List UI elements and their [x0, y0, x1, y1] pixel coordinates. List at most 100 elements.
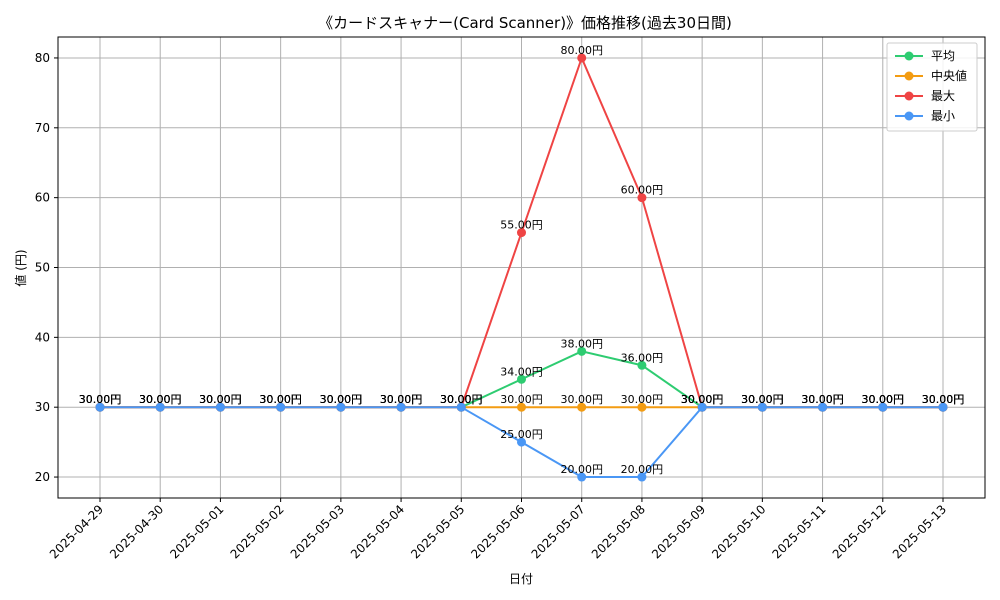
data-label: 30.00円 — [681, 393, 724, 406]
x-axis-ticks: 2025-04-29 2025-04-30 2025-05-01 2025-05-02… — [47, 498, 949, 561]
data-label: 30.00円 — [741, 393, 784, 406]
data-label: 30.00円 — [621, 393, 664, 406]
x-tick-label: 2025-05-10 — [709, 502, 768, 561]
data-point — [276, 402, 286, 412]
data-label: 30.00円 — [79, 393, 122, 406]
data-label: 55.00円 — [500, 219, 543, 232]
data-point — [938, 402, 948, 412]
y-tick-label: 50 — [35, 261, 50, 275]
data-label: 60.00円 — [621, 184, 664, 197]
data-point — [818, 402, 828, 412]
data-label: 30.00円 — [380, 393, 423, 406]
x-tick-label: 2025-05-02 — [228, 502, 287, 561]
y-tick-label: 40 — [35, 330, 50, 344]
data-label: 30.00円 — [199, 393, 242, 406]
legend-label: 平均 — [931, 49, 955, 63]
data-label: 30.00円 — [380, 393, 423, 406]
x-axis-label: 日付 — [509, 572, 533, 586]
data-label: 30.00円 — [259, 393, 302, 406]
data-label: 30.00円 — [199, 393, 242, 406]
data-label: 30.00円 — [139, 393, 182, 406]
data-label: 30.00円 — [380, 393, 423, 406]
x-tick-label: 2025-05-09 — [649, 502, 708, 561]
data-label: 30.00円 — [862, 393, 905, 406]
data-label: 30.00円 — [801, 393, 844, 406]
data-label: 30.00円 — [741, 393, 784, 406]
data-label: 30.00円 — [440, 393, 483, 406]
series-group — [95, 53, 948, 482]
data-point — [456, 402, 466, 412]
data-label: 30.00円 — [741, 393, 784, 406]
data-label: 80.00円 — [560, 44, 603, 57]
data-label: 30.00円 — [320, 393, 363, 406]
data-point — [336, 402, 346, 412]
data-label: 30.00円 — [259, 393, 302, 406]
x-tick-label: 2025-05-06 — [468, 502, 527, 561]
data-point — [517, 374, 526, 384]
x-tick-label: 2025-05-03 — [288, 502, 347, 561]
data-label: 30.00円 — [922, 393, 965, 406]
data-label: 30.00円 — [440, 393, 483, 406]
data-label: 30.00円 — [320, 393, 363, 406]
data-point — [517, 437, 526, 447]
y-tick-label: 60 — [35, 191, 50, 205]
data-point — [396, 402, 406, 412]
data-label: 30.00円 — [862, 393, 905, 406]
y-axis-label: 値 (円) — [13, 249, 28, 286]
data-label: 30.00円 — [139, 393, 182, 406]
x-tick-label: 2025-05-07 — [529, 502, 588, 561]
legend-marker — [904, 51, 914, 61]
y-axis-ticks: 20 30 40 50 60 70 80 — [35, 51, 58, 484]
data-label: 30.00円 — [922, 393, 965, 406]
legend-marker — [904, 91, 914, 101]
data-point — [757, 402, 767, 412]
data-label: 30.00円 — [320, 393, 363, 406]
x-tick-label: 2025-05-01 — [167, 502, 226, 561]
data-label: 30.00円 — [741, 393, 784, 406]
data-label: 30.00円 — [79, 393, 122, 406]
data-label: 30.00円 — [139, 393, 182, 406]
x-tick-label: 2025-05-13 — [890, 502, 949, 561]
data-label: 36.00円 — [621, 351, 664, 364]
data-label: 30.00円 — [320, 393, 363, 406]
data-point — [697, 402, 707, 412]
data-label: 38.00円 — [560, 337, 603, 350]
x-tick-label: 2025-05-04 — [348, 502, 407, 561]
data-labels: 30.00円 30.00円 30.00円 30.00円 30.00円 30.00円 30.0… — [79, 44, 965, 476]
legend-marker — [904, 111, 914, 121]
data-label: 30.00円 — [380, 393, 423, 406]
data-point — [878, 402, 888, 412]
data-point — [577, 472, 587, 482]
data-label: 30.00円 — [79, 393, 122, 406]
data-label: 30.00円 — [79, 393, 122, 406]
legend-item: 最小 — [895, 109, 955, 123]
data-label: 30.00円 — [862, 393, 905, 406]
data-label: 30.00円 — [801, 393, 844, 406]
y-tick-label: 80 — [35, 51, 50, 65]
data-label: 30.00円 — [440, 393, 483, 406]
data-point — [577, 346, 587, 356]
data-label: 30.00円 — [560, 393, 603, 406]
data-label: 20.00円 — [621, 463, 664, 476]
data-label: 20.00円 — [560, 463, 603, 476]
x-tick-label: 2025-05-08 — [589, 502, 648, 561]
legend-item: 平均 — [895, 49, 955, 63]
data-label: 30.00円 — [139, 393, 182, 406]
x-tick-label: 2025-05-11 — [769, 502, 828, 561]
data-point — [577, 53, 587, 63]
data-label: 30.00円 — [681, 393, 724, 406]
chart-title: 《カードスキャナー(Card Scanner)》価格推移(過去30日間) — [318, 14, 732, 32]
legend-box — [886, 42, 978, 132]
data-point — [637, 193, 647, 203]
data-label: 30.00円 — [259, 393, 302, 406]
data-point — [215, 402, 225, 412]
data-label: 30.00円 — [440, 393, 483, 406]
y-tick-label: 20 — [35, 470, 50, 484]
legend-label: 中央値 — [931, 68, 967, 83]
legend-item: 中央値 — [895, 68, 967, 83]
legend-item: 最大 — [895, 89, 955, 103]
legend-label: 最大 — [931, 89, 955, 103]
y-tick-label: 70 — [35, 121, 50, 135]
